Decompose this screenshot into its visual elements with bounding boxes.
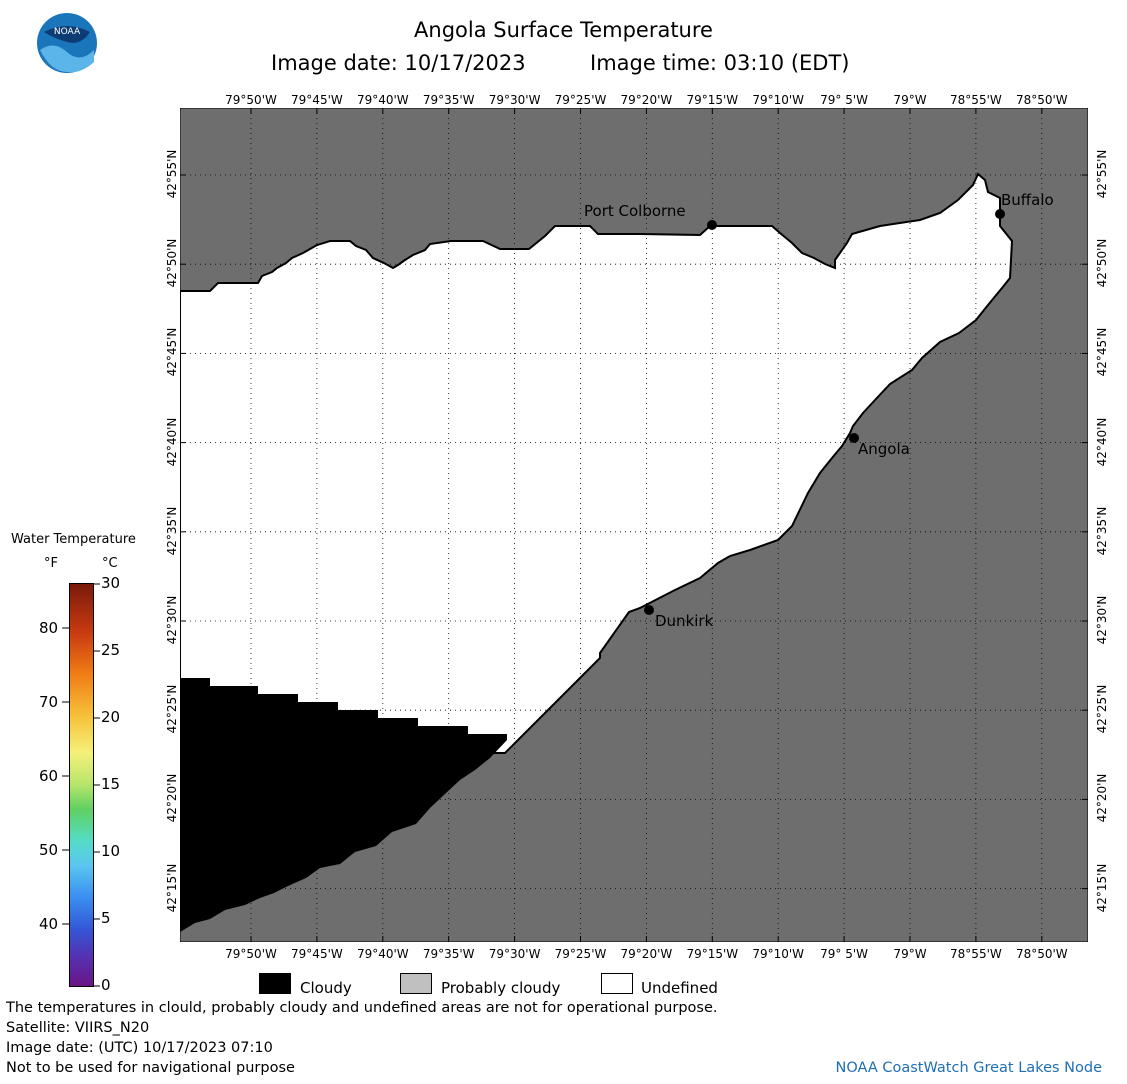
- lon-label-bottom: 79°15'W: [686, 947, 739, 961]
- lon-label-bottom: 79°30'W: [488, 947, 541, 961]
- legend-cloudy-label: Cloudy: [300, 979, 352, 997]
- dunkirk-label: Dunkirk: [655, 612, 714, 630]
- legend-probably-cloudy-label: Probably cloudy: [441, 979, 561, 997]
- lat-label-right: 42°45'N: [1095, 327, 1109, 377]
- lon-label-bottom: 79°10'W: [752, 947, 805, 961]
- colorbar-c-label: 20: [101, 708, 121, 726]
- colorbar-c-label: 15: [101, 775, 121, 793]
- lon-label-top: 79°10'W: [752, 93, 805, 107]
- lat-label-right: 42°15'N: [1095, 863, 1109, 913]
- lat-label-left: 42°30'N: [165, 595, 179, 645]
- noaa-logo: NOAA: [37, 13, 97, 73]
- colorbar-c-label: 10: [101, 842, 121, 860]
- colorbar-f-label: 80: [39, 619, 59, 637]
- logo-text: NOAA: [54, 27, 81, 37]
- colorbar-unit-c: °C: [102, 556, 118, 571]
- lon-label-top: 78°55'W: [950, 93, 1002, 107]
- lat-label-left: 42°35'N: [165, 506, 179, 556]
- undefined-water-area: [180, 172, 1014, 754]
- lon-label-top: 78°50'W: [1015, 93, 1068, 107]
- dunkirk-marker: [644, 605, 654, 615]
- lon-label-top: 79° 5'W: [820, 93, 869, 107]
- lat-label-right: 42°25'N: [1095, 684, 1109, 734]
- lon-label-bottom: 79°W: [893, 947, 927, 961]
- cloudy-area: [180, 678, 507, 932]
- satellite-text: Satellite: VIIRS_N20: [6, 1020, 150, 1036]
- lon-label-top: 79°W: [893, 93, 927, 107]
- lat-label-left: 42°45'N: [165, 327, 179, 377]
- lon-label-bottom: 79°25'W: [554, 947, 607, 961]
- image-time: Image time: 03:10 (EDT): [590, 51, 850, 75]
- buffalo-marker: [995, 209, 1005, 219]
- lat-label-right: 42°40'N: [1095, 417, 1109, 467]
- lon-label-top: 79°20'W: [620, 93, 673, 107]
- lat-label-left: 42°20'N: [165, 773, 179, 823]
- lat-label-right: 42°50'N: [1095, 238, 1109, 288]
- legend-undefined-label: Undefined: [641, 979, 718, 997]
- lon-label-bottom: 79°35'W: [422, 947, 475, 961]
- lat-label-right: 42°35'N: [1095, 506, 1109, 556]
- lat-label-right: 42°55'N: [1095, 149, 1109, 199]
- lon-label-bottom: 79° 5'W: [820, 947, 869, 961]
- lat-label-right: 42°30'N: [1095, 595, 1109, 645]
- credit-text: NOAA CoastWatch Great Lakes Node: [835, 1060, 1102, 1076]
- port-colborne-label: Port Colborne: [584, 202, 686, 220]
- lon-label-top: 79°45'W: [291, 93, 343, 107]
- disclaimer-text: The temperatures in clould, probably clo…: [6, 1000, 718, 1016]
- colorbar-c-label: 5: [101, 909, 111, 927]
- lon-label-bottom: 79°20'W: [620, 947, 673, 961]
- colorbar-f-label: 70: [39, 693, 59, 711]
- colorbar-c-label: 30: [101, 574, 121, 592]
- colorbar-f-label: 40: [39, 915, 59, 933]
- lon-label-top: 79°40'W: [356, 93, 409, 107]
- colorbar-f-label: 50: [39, 841, 59, 859]
- lon-label-top: 79°15'W: [686, 93, 739, 107]
- lat-label-left: 42°55'N: [165, 149, 179, 199]
- colorbar-f-label: 60: [39, 767, 59, 785]
- lat-label-left: 42°40'N: [165, 417, 179, 467]
- colorbar-title: Water Temperature: [11, 532, 136, 547]
- lat-label-left: 42°25'N: [165, 684, 179, 734]
- lat-label-left: 42°15'N: [165, 863, 179, 913]
- colorbar-c-label: 25: [101, 641, 121, 659]
- colorbar-ticks: [62, 583, 100, 987]
- colorbar-unit-f: °F: [44, 556, 58, 571]
- undefined-swatch: [601, 973, 633, 994]
- colorbar-c-label: 0: [101, 976, 111, 994]
- utc-date-text: Image date: (UTC) 10/17/2023 07:10: [6, 1040, 273, 1056]
- probably-cloudy-swatch: [400, 973, 432, 994]
- lon-label-top: 79°35'W: [422, 93, 475, 107]
- lake-erie-map: [180, 108, 1088, 942]
- angola-marker: [849, 433, 859, 443]
- image-date: Image date: 10/17/2023: [271, 51, 526, 75]
- lon-label-bottom: 78°55'W: [950, 947, 1002, 961]
- lon-label-bottom: 79°45'W: [291, 947, 343, 961]
- lon-label-top: 79°30'W: [488, 93, 541, 107]
- lon-label-bottom: 79°40'W: [356, 947, 409, 961]
- map-title: Angola Surface Temperature: [414, 18, 713, 42]
- graticule: [180, 108, 1088, 942]
- lon-label-top: 79°25'W: [554, 93, 607, 107]
- lat-label-left: 42°50'N: [165, 238, 179, 288]
- navigation-warning: Not to be used for navigational purpose: [6, 1060, 295, 1076]
- cloudy-swatch: [259, 973, 291, 994]
- lon-label-top: 79°50'W: [225, 93, 277, 107]
- lon-label-bottom: 79°50'W: [225, 947, 277, 961]
- lon-label-bottom: 78°50'W: [1015, 947, 1068, 961]
- buffalo-label: Buffalo: [1001, 191, 1054, 209]
- lat-label-right: 42°20'N: [1095, 773, 1109, 823]
- tick-marks: [180, 108, 1088, 942]
- port-colborne-marker: [707, 220, 717, 230]
- angola-label: Angola: [858, 440, 910, 458]
